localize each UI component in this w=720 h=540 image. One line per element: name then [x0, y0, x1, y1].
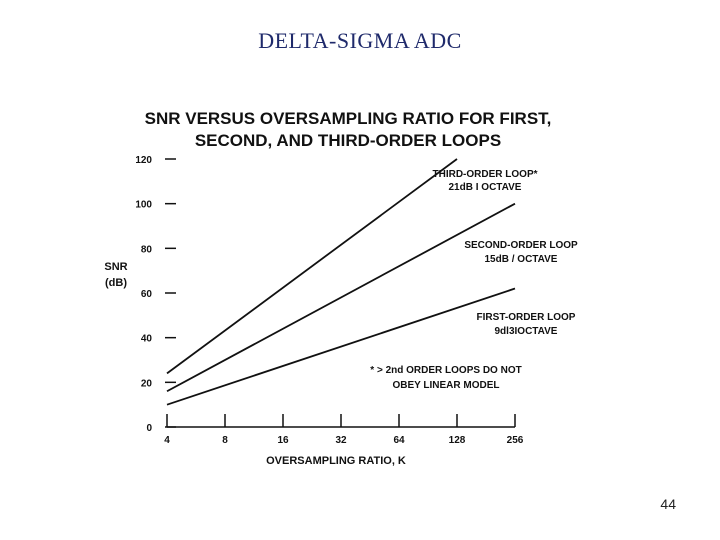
- first-order-line: [166, 287, 516, 406]
- x-tick-label: 8: [222, 435, 228, 446]
- y-tick-label: 0: [146, 423, 152, 434]
- y-tick-label: 80: [141, 244, 153, 255]
- y-tick-label: 120: [135, 155, 152, 166]
- x-tick-label: 128: [449, 435, 466, 446]
- series-lines: [166, 158, 516, 406]
- y-tick-label: 60: [141, 289, 153, 300]
- third-order-line: [166, 158, 458, 375]
- second-order-line: [166, 202, 516, 393]
- page-number: 44: [660, 496, 676, 512]
- second-order-label-line-1: SECOND-ORDER LOOP: [464, 240, 578, 251]
- note-line-2: OBEY LINEAR MODEL: [392, 380, 499, 391]
- slide-title: DELTA-SIGMA ADC: [258, 28, 462, 53]
- second-order-label-line-2: 15dB / OCTAVE: [485, 254, 558, 265]
- x-tick-label: 32: [335, 435, 347, 446]
- y-tick-label: 40: [141, 334, 153, 345]
- note-line-1: * > 2nd ORDER LOOPS DO NOT: [370, 365, 521, 376]
- y-tick-label: 100: [135, 200, 152, 211]
- x-tick-label: 16: [277, 435, 289, 446]
- chart-title-line-1: SNR VERSUS OVERSAMPLING RATIO FOR FIRST,: [145, 109, 552, 128]
- x-tick-label: 4: [164, 435, 170, 446]
- y-axis-label-line-1: SNR: [104, 261, 127, 273]
- x-axis-label: OVERSAMPLING RATIO, K: [266, 455, 406, 467]
- y-tick-label: 20: [141, 378, 153, 389]
- chart-title-line-2: SECOND, AND THIRD-ORDER LOOPS: [195, 131, 501, 150]
- x-tick-label: 64: [393, 435, 405, 446]
- first-order-label-line-1: FIRST-ORDER LOOP: [477, 312, 576, 323]
- axes: 0 20 40 60 80 100 120 4 8 16 32 64 128 256: [135, 155, 523, 446]
- first-order-label-line-2: 9dl3IOCTAVE: [495, 326, 558, 337]
- x-tick-label: 256: [507, 435, 524, 446]
- third-order-label-line-1: THIRD-ORDER LOOP*: [433, 169, 538, 180]
- third-order-label-line-2: 21dB I OCTAVE: [449, 182, 522, 193]
- y-axis-label-line-2: (dB): [105, 277, 127, 289]
